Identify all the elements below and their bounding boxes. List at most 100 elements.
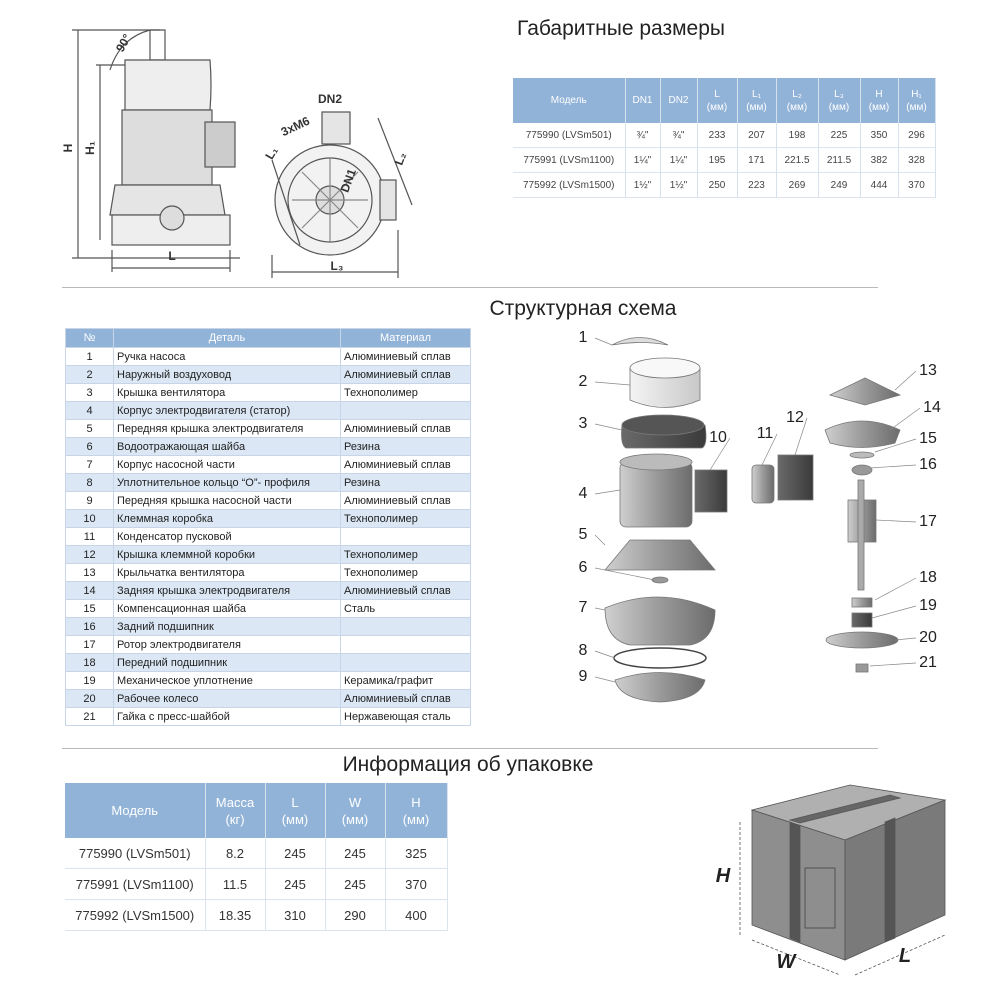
header-cell: H (мм) [385, 783, 448, 838]
cell: 225 [818, 123, 861, 148]
cell: 16 [65, 617, 114, 636]
parts-table: № Деталь Материал 1 Ручка насоса Алюминиевый … [65, 328, 471, 726]
cell: 18.35 [205, 899, 266, 931]
callout-leader [874, 438, 917, 453]
header-name: W [348, 794, 362, 810]
cell: 8.2 [205, 838, 266, 869]
cell: 325 [385, 838, 448, 869]
callout-number: 19 [919, 597, 937, 614]
callout-number: 5 [579, 526, 588, 543]
header-name: Модель [111, 803, 159, 818]
row: 775990 (LVSm501) ¾" ¾" 233 207 198 225 350 296 [513, 123, 936, 148]
cell: Нержавеющая сталь [340, 707, 471, 726]
callout-number: 3 [579, 415, 588, 432]
cell: 245 [265, 838, 326, 869]
header-row: Модель Масса (кг) L (мм) W (мм) H (мм) [65, 783, 448, 838]
callout-leader [894, 637, 917, 641]
callout-number: 17 [919, 513, 937, 530]
cell: ¾" [625, 123, 661, 148]
cell: 207 [737, 123, 777, 148]
row: 775992 (LVSm1500) 1½" 1½" 250 223 269 249 444 37… [513, 172, 936, 198]
dimension-label: L₁ [262, 144, 280, 162]
cell: 290 [325, 899, 386, 931]
callout-number: 4 [579, 485, 588, 502]
cell: 211.5 [818, 147, 861, 173]
cell: Корпус насосной части [113, 455, 341, 474]
callout-number: 10 [709, 429, 727, 446]
section-title: Габаритные размеры [517, 17, 725, 40]
header-cell: Модель [65, 783, 206, 838]
callout-leader [871, 605, 917, 619]
section-title: Структурная схема [489, 297, 677, 320]
cell: 775991 (LVSm1100) [65, 868, 206, 900]
callout-leader [594, 676, 616, 683]
cell: 2 [65, 365, 114, 384]
row: 775990 (LVSm501) 8.2 245 245 325 [65, 838, 448, 869]
header-name: L₃ [834, 88, 844, 100]
cell: 1½" [625, 172, 661, 198]
cell: 233 [697, 123, 738, 148]
header-name: L₁ [752, 88, 761, 100]
cell: 444 [860, 172, 899, 198]
cell: Рабочее колесо [113, 689, 341, 708]
cell: 775990 (LVSm501) [513, 123, 626, 148]
callout-leader [709, 437, 731, 471]
header-row: Модель DN1 DN2 L (мм) L₁ (мм) L₂ (мм) L₃ (мм) H (мм)… [513, 78, 936, 123]
cell: Технополимер [340, 563, 471, 582]
cell: 250 [697, 172, 738, 198]
pump-side-drawing [72, 29, 240, 272]
cell: Компенсационная шайба [113, 599, 341, 618]
cell: 11.5 [205, 868, 266, 900]
cell: 1¼" [625, 147, 661, 173]
cell: 1¼" [660, 147, 698, 173]
callout-leader [594, 423, 623, 431]
header-name: H₁ [911, 88, 922, 100]
cell: 296 [898, 123, 936, 148]
header-cell: H₁ (мм) [898, 78, 936, 123]
dimension-label: 3xM6 [279, 114, 312, 140]
cell: 18 [65, 653, 114, 672]
header-name: L [291, 794, 299, 810]
header-name: Модель [550, 95, 587, 106]
header-name: L₂ [792, 88, 802, 100]
cell: 775992 (LVSm1500) [513, 172, 626, 198]
header-cell: Масса (кг) [205, 783, 266, 838]
cell: Клеммная коробка [113, 509, 341, 528]
callout-leader [594, 534, 606, 546]
row: 21 Гайка с пресс-шайбой Нержавеющая сталь [65, 707, 471, 726]
header-unit: (мм) [746, 101, 767, 113]
cell: 245 [325, 838, 386, 869]
callout-number: 20 [919, 629, 937, 646]
callout-leader [869, 662, 917, 667]
cell: 400 [385, 899, 448, 931]
header-cell: Модель [513, 78, 626, 123]
row: 10 Клеммная коробка Технополимер [65, 509, 471, 528]
callout-leader [594, 607, 606, 611]
dimension-label: L₂ [391, 150, 408, 167]
exploded-diagram [604, 337, 902, 703]
cell: 775990 (LVSm501) [65, 838, 206, 869]
callout-number: 13 [919, 362, 937, 379]
row: 775991 (LVSm1100) 11.5 245 245 370 [65, 868, 448, 900]
row: 18 Передний подшипник [65, 653, 471, 672]
cell: Передний подшипник [113, 653, 341, 672]
header-unit: (мм) [868, 101, 890, 113]
header-unit: (мм) [281, 811, 309, 827]
header-name: L [714, 88, 720, 100]
callout-leader [875, 519, 917, 523]
row: 4 Корпус электродвигателя (статор) [65, 401, 471, 420]
cell: 350 [860, 123, 899, 148]
cell: Передняя крышка электродвигателя [113, 419, 341, 438]
header-name: H [411, 794, 421, 810]
callout-number: 9 [579, 668, 588, 685]
cell: 12 [65, 545, 114, 564]
header-unit: (мм) [906, 101, 927, 113]
callout-number: 15 [919, 430, 937, 447]
callout-leader [869, 464, 917, 469]
cell: 221.5 [776, 147, 819, 173]
packaging-table: Модель Масса (кг) L (мм) W (мм) H (мм) 775990 (LV… [65, 783, 448, 931]
row: 12 Крышка клеммной коробки Технополимер [65, 545, 471, 564]
cell: Корпус электродвигателя (статор) [113, 401, 341, 420]
callout-leader [594, 337, 613, 346]
callout-number: 2 [579, 373, 588, 390]
